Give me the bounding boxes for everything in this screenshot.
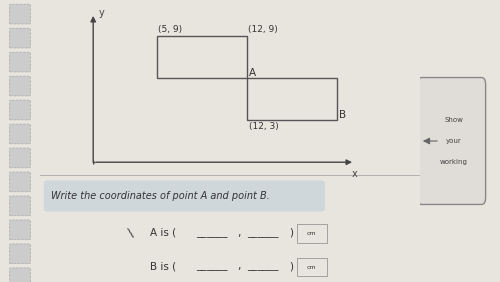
FancyBboxPatch shape <box>10 124 30 144</box>
Text: (12, 9): (12, 9) <box>248 25 278 34</box>
Bar <box>248 78 338 120</box>
Text: ______: ______ <box>196 228 228 238</box>
Text: ______: ______ <box>247 261 278 272</box>
FancyBboxPatch shape <box>418 78 486 204</box>
Text: cm: cm <box>307 265 316 270</box>
Text: your: your <box>446 138 462 144</box>
Text: A is (: A is ( <box>150 228 176 238</box>
FancyBboxPatch shape <box>10 172 30 192</box>
Text: ,: , <box>238 228 241 238</box>
Text: y: y <box>98 8 104 18</box>
Text: (5, 9): (5, 9) <box>158 25 182 34</box>
FancyBboxPatch shape <box>10 52 30 72</box>
FancyBboxPatch shape <box>10 220 30 240</box>
Text: ,: , <box>238 261 241 272</box>
Text: cm: cm <box>307 231 316 236</box>
FancyBboxPatch shape <box>10 244 30 264</box>
FancyBboxPatch shape <box>10 28 30 48</box>
FancyBboxPatch shape <box>44 180 325 212</box>
Text: Show: Show <box>444 117 463 123</box>
Text: working: working <box>440 159 468 165</box>
Text: x: x <box>352 169 358 179</box>
FancyBboxPatch shape <box>10 100 30 120</box>
FancyBboxPatch shape <box>10 196 30 216</box>
Text: \: \ <box>128 226 135 239</box>
FancyBboxPatch shape <box>10 148 30 168</box>
FancyBboxPatch shape <box>10 4 30 24</box>
FancyBboxPatch shape <box>10 76 30 96</box>
Text: B: B <box>339 110 346 120</box>
Text: ): ) <box>289 228 293 238</box>
Text: B is (: B is ( <box>150 261 176 272</box>
FancyBboxPatch shape <box>10 268 30 282</box>
Text: Write the coordinates of point A and point B.: Write the coordinates of point A and poi… <box>52 191 270 201</box>
Bar <box>158 36 248 78</box>
Text: A: A <box>250 68 256 78</box>
Text: ______: ______ <box>247 228 278 238</box>
Text: ): ) <box>289 261 293 272</box>
Text: (12, 3): (12, 3) <box>248 122 278 131</box>
Text: ______: ______ <box>196 261 228 272</box>
